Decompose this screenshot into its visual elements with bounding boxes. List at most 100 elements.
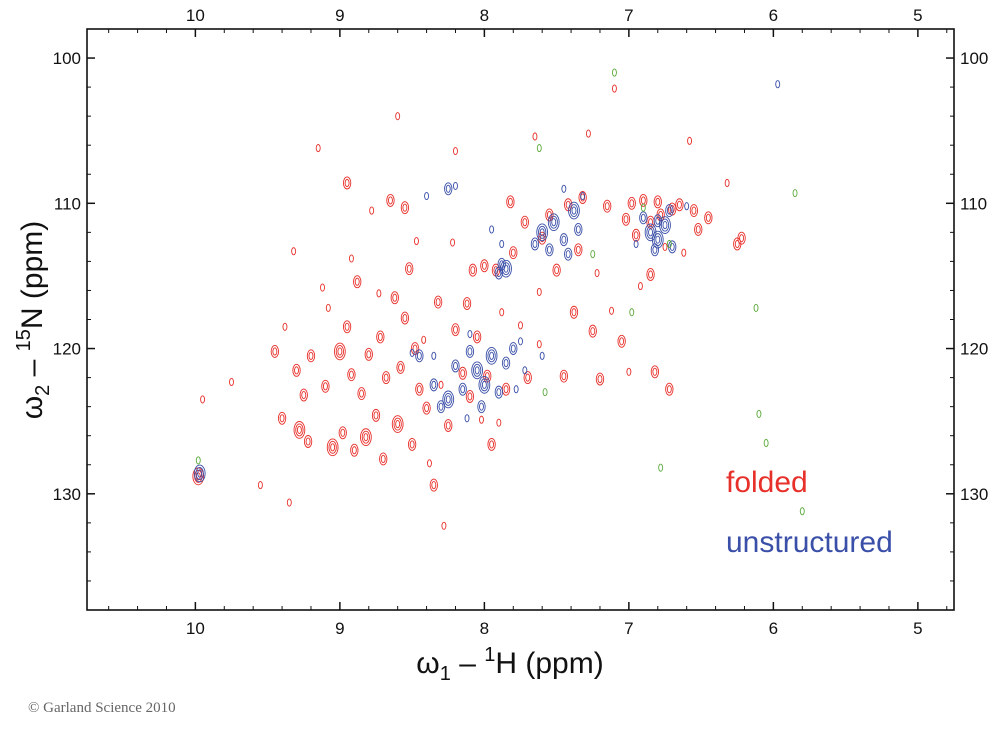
peak-folded [320,283,325,292]
peak-contour [305,437,311,446]
peak-unstructured [489,225,495,234]
peak-contour [554,266,560,275]
peak-unstructured [464,414,470,423]
peak-contour [522,218,528,227]
peak-contour [376,289,382,298]
peak-contour [481,380,487,389]
peak-contour [325,303,331,312]
peak-contour [639,193,648,207]
peak-contour [442,390,455,409]
peak-contour [695,225,701,234]
peak-contour [640,196,646,205]
peak-contour [363,433,369,442]
peak-folded [453,146,458,156]
peak-contour [431,380,437,389]
peak-folded [342,320,352,334]
peak-contour [611,68,617,77]
peak-contour [509,246,518,260]
peak-contour [472,363,482,377]
peak-contour [405,262,414,276]
peak-minor [590,250,596,259]
peak-contour [658,463,664,472]
peak-contour [775,80,781,89]
peak-contour [561,235,567,244]
peak-contour [545,243,554,257]
peak-contour [487,349,496,363]
peak-contour [433,295,443,309]
peak-folded [286,498,292,507]
peak-contour [669,205,675,214]
peak-folded [559,369,568,383]
peak-folded [291,247,297,256]
peak-contour [646,268,655,281]
peak-folded [737,231,746,245]
peak-folded [480,259,489,273]
peak-unstructured [775,80,781,89]
peak-contour [626,367,632,376]
peak-folded [487,437,496,451]
peak-contour [561,372,567,381]
peak-contour [406,264,412,273]
peak-contour [381,371,391,385]
x-tick-label-top: 6 [769,6,778,25]
peak-contour [662,221,668,230]
peak-folded [348,254,354,263]
peak-contour [474,366,480,375]
peak-minor [658,463,664,472]
peak-contour [377,332,383,341]
peak-folded [376,330,385,344]
peak-contour [451,323,460,337]
peak-contour [453,181,458,190]
peak-folded [588,324,597,338]
peak-contour [299,388,308,402]
peak-contour [640,213,646,222]
peak-contour [344,178,350,188]
peak-contour [619,337,625,346]
peak-contour [629,199,635,208]
peak-contour [296,425,302,434]
peak-folded [410,342,420,355]
peak-contour [193,464,206,483]
peak-folded [631,228,641,242]
peak-folded [536,340,542,349]
peak-contour [197,469,203,478]
peak-contour [402,203,408,212]
peak-folded [321,379,330,393]
peak-contour [431,351,437,360]
peak-contour [460,369,466,378]
peak-folded [427,459,432,468]
legend-unstructured: unstructured [726,526,893,559]
peak-folded [350,443,359,457]
series-minor [195,68,805,516]
peak-contour [195,456,201,465]
peak-folded [520,215,529,229]
peak-contour [376,330,385,344]
peak-contour [485,346,498,365]
peak-contour [507,197,513,206]
x-tick-label-top: 9 [335,6,344,25]
peak-contour [611,84,617,93]
peak-unstructured [650,243,660,257]
peak-minor [629,308,635,317]
peak-folded [578,191,587,204]
peak-contour [195,467,204,480]
peak-contour [604,202,610,211]
peak-contour [360,428,372,447]
peak-folded [303,435,313,448]
peak-folded [506,195,515,209]
peak-folded [229,377,234,387]
peak-unstructured [522,366,528,375]
peak-contour [453,325,458,334]
peak-contour [575,225,581,234]
peak-contour [371,408,381,422]
peak-contour [513,385,519,394]
peak-folded [675,198,684,212]
peak-contour [536,144,542,153]
peak-contour [462,297,472,310]
peak-folded [662,242,668,251]
peak-folded [496,418,502,427]
peak-contour [383,373,389,382]
peak-contour [414,237,419,246]
peak-folded [376,289,382,298]
peak-contour [666,385,672,394]
